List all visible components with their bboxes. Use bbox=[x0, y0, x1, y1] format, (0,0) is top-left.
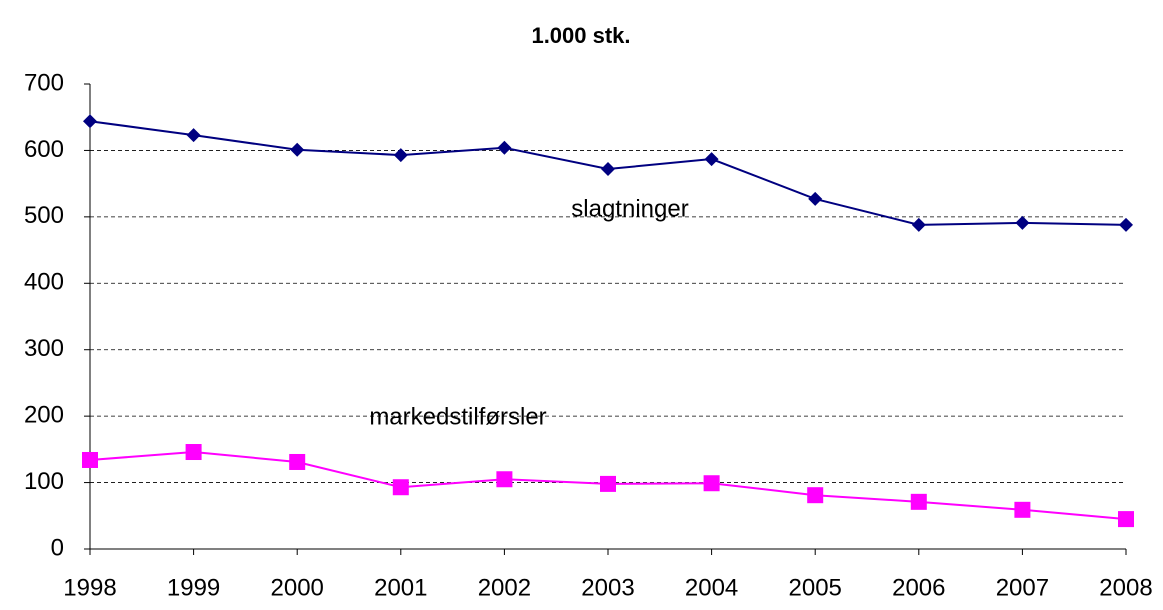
marker bbox=[704, 152, 719, 167]
marker bbox=[911, 217, 926, 232]
y-tick-label: 600 bbox=[24, 136, 64, 163]
x-tick-label: 2005 bbox=[789, 574, 842, 601]
y-tick-label: 700 bbox=[24, 69, 64, 96]
x-tick-label: 2001 bbox=[374, 574, 427, 601]
y-tick-label: 500 bbox=[24, 202, 64, 229]
marker bbox=[393, 148, 408, 163]
x-tick-label: 2003 bbox=[581, 574, 634, 601]
chart-title: 1.000 stk. bbox=[531, 23, 630, 48]
series-label: markedstilførsler bbox=[369, 403, 546, 430]
marker bbox=[82, 451, 98, 468]
marker bbox=[1014, 501, 1031, 518]
marker bbox=[392, 479, 409, 496]
marker bbox=[807, 487, 824, 504]
y-tick-label: 400 bbox=[24, 269, 64, 296]
marker bbox=[600, 475, 616, 492]
x-tick-label: 1999 bbox=[167, 574, 220, 601]
x-tick-label: 2007 bbox=[996, 574, 1049, 601]
marker bbox=[290, 142, 305, 157]
x-tick-label: 2004 bbox=[685, 574, 738, 601]
x-tick-label: 2008 bbox=[1099, 574, 1152, 601]
series-label: slagtninger bbox=[571, 195, 688, 222]
marker bbox=[496, 471, 513, 488]
y-tick-label: 100 bbox=[24, 468, 64, 495]
marker bbox=[808, 191, 823, 206]
marker bbox=[186, 128, 201, 143]
marker bbox=[83, 114, 97, 129]
marker bbox=[497, 140, 512, 155]
x-tick-label: 2006 bbox=[892, 574, 945, 601]
marker bbox=[910, 493, 927, 510]
y-tick-label: 300 bbox=[24, 335, 64, 362]
x-tick-label: 1998 bbox=[63, 574, 116, 601]
x-tick-label: 2000 bbox=[271, 574, 324, 601]
marker bbox=[601, 162, 615, 177]
marker bbox=[185, 444, 202, 461]
marker bbox=[289, 453, 306, 470]
y-tick-label: 0 bbox=[51, 534, 64, 561]
y-tick-label: 200 bbox=[24, 401, 64, 428]
marker bbox=[1118, 511, 1134, 528]
x-tick-label: 2002 bbox=[478, 574, 531, 601]
marker bbox=[1015, 215, 1030, 230]
marker bbox=[703, 475, 720, 492]
marker bbox=[1119, 217, 1133, 232]
